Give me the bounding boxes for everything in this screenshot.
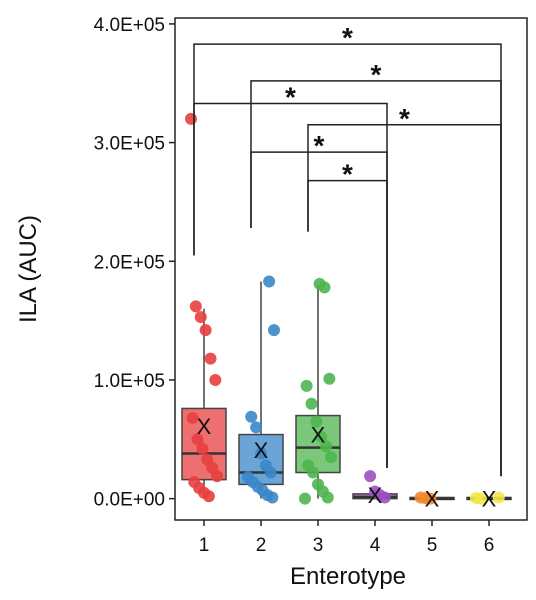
data-point xyxy=(310,415,323,428)
group-2: X xyxy=(238,275,284,504)
bracket-3-6: * xyxy=(307,103,502,477)
y-tick-label: 3.0E+05 xyxy=(94,134,165,155)
data-point xyxy=(325,451,337,464)
bracket-1-6: * xyxy=(193,22,502,477)
y-axis-title: ILA (AUC) xyxy=(15,215,42,323)
group-5: X xyxy=(409,486,455,511)
box-series: X X X X X X xyxy=(181,112,512,511)
mean-marker: X xyxy=(197,414,212,439)
y-tick-label: 4.0E+05 xyxy=(94,15,165,36)
group-3: X xyxy=(295,277,341,505)
mean-marker: X xyxy=(425,486,440,511)
data-point xyxy=(300,379,313,392)
data-point xyxy=(211,470,223,483)
mean-marker: X xyxy=(368,483,383,508)
data-point xyxy=(204,352,217,365)
group-6: X xyxy=(466,486,512,511)
plot-frame xyxy=(174,17,528,521)
data-point xyxy=(307,466,320,479)
data-point xyxy=(202,490,215,503)
significance-star: * xyxy=(314,130,325,161)
data-point xyxy=(196,442,209,455)
x-tick-label: 6 xyxy=(484,535,495,556)
significance-brackets: * * * * * * xyxy=(193,22,502,477)
mean-marker: X xyxy=(254,438,269,463)
y-axis: 0.0E+00 1.0E+05 2.0E+05 3.0E+05 4.0E+05 xyxy=(94,15,175,511)
data-point xyxy=(185,112,197,125)
x-axis-title: Enterotype xyxy=(290,563,406,590)
x-tick-label: 2 xyxy=(256,535,267,556)
x-tick-label: 3 xyxy=(313,535,324,556)
significance-star: * xyxy=(285,81,296,112)
mean-marker: X xyxy=(311,423,326,448)
significance-star: * xyxy=(371,59,382,90)
data-point xyxy=(378,491,391,504)
data-point xyxy=(323,372,336,385)
group-4: X xyxy=(352,470,398,508)
x-tick-label: 5 xyxy=(427,535,438,556)
data-point xyxy=(266,491,279,504)
mean-marker: X xyxy=(482,486,497,511)
bracket-2-6: * xyxy=(250,59,502,477)
data-point xyxy=(255,447,267,460)
bracket-line xyxy=(193,43,502,477)
data-point xyxy=(492,491,505,504)
data-point xyxy=(474,492,487,505)
data-point xyxy=(264,466,277,479)
data-point xyxy=(191,433,204,446)
data-point xyxy=(194,311,207,324)
data-point xyxy=(263,275,276,288)
bracket-3-4: * xyxy=(307,159,388,468)
data-point xyxy=(186,411,199,424)
data-point xyxy=(320,440,333,453)
data-point xyxy=(364,470,377,483)
data-point xyxy=(268,324,280,337)
significance-star: * xyxy=(342,159,353,190)
bracket-line xyxy=(250,80,502,477)
significance-star: * xyxy=(399,103,410,134)
data-point xyxy=(245,410,258,423)
x-axis: 1 2 3 4 5 6 xyxy=(199,520,495,556)
bracket-line xyxy=(307,124,502,477)
data-point xyxy=(315,430,328,443)
data-point xyxy=(424,492,437,505)
data-point xyxy=(250,421,263,434)
significance-star: * xyxy=(342,22,353,53)
x-tick-label: 1 xyxy=(199,535,210,556)
data-point xyxy=(321,491,334,504)
data-point xyxy=(199,324,212,337)
bracket-line xyxy=(307,179,388,468)
data-point xyxy=(299,492,311,505)
y-tick-label: 1.0E+05 xyxy=(94,371,165,392)
x-tick-label: 4 xyxy=(370,535,381,556)
data-point xyxy=(318,281,331,294)
y-tick-label: 2.0E+05 xyxy=(94,252,165,273)
data-point xyxy=(209,373,222,386)
data-point xyxy=(305,397,318,410)
y-tick-label: 0.0E+00 xyxy=(94,490,165,511)
data-point xyxy=(189,300,202,313)
group-1: X xyxy=(181,112,227,503)
